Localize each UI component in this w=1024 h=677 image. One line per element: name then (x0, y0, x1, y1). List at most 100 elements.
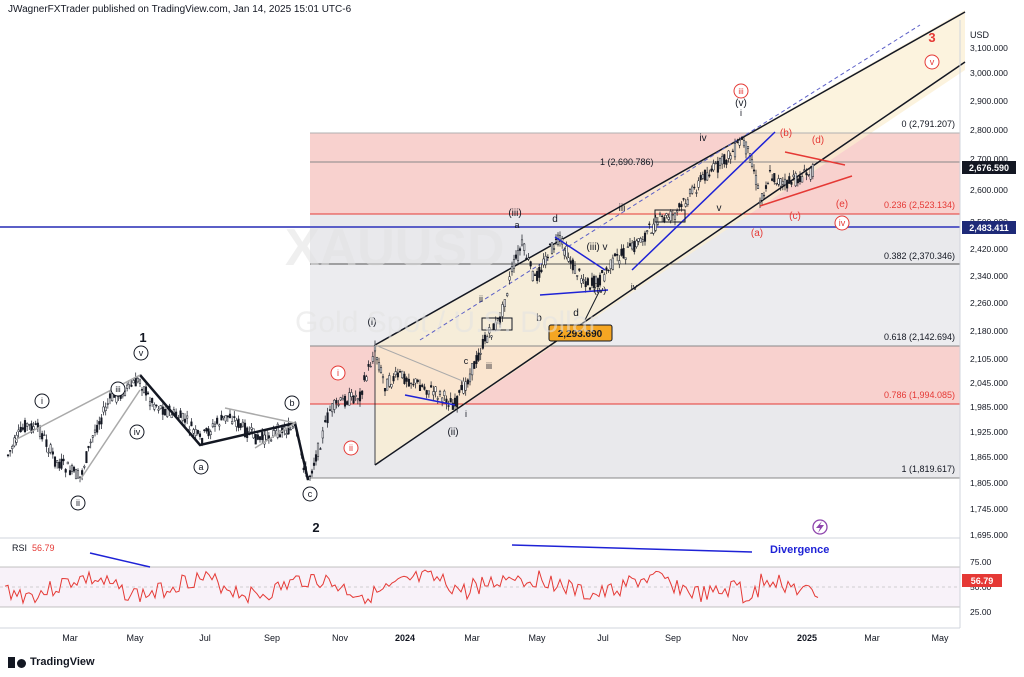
lightning-icon[interactable] (812, 519, 828, 535)
candle-body (633, 241, 636, 253)
candle-body (438, 390, 442, 395)
candle-body (222, 416, 225, 419)
wave-label: d (552, 214, 558, 225)
candle-body (414, 378, 417, 384)
candle-body (628, 243, 632, 247)
candle-body (250, 427, 253, 430)
candle-body (220, 414, 223, 421)
candle-body (460, 385, 463, 391)
candle-body (163, 409, 167, 416)
candle-body (392, 376, 395, 382)
candle-body (481, 339, 484, 349)
candle-body (641, 239, 644, 243)
candle-body (809, 168, 812, 180)
candle-body (142, 386, 146, 393)
price-tick-label: 1,985.000 (970, 402, 1008, 412)
candle-body (196, 430, 199, 434)
candle-body (729, 155, 732, 160)
svg-text:2,293.690: 2,293.690 (558, 329, 603, 340)
candle-body (331, 403, 334, 413)
candle-body (601, 269, 604, 274)
time-tick-label: Nov (332, 633, 349, 643)
candle-body (565, 245, 568, 258)
candle-body (573, 265, 577, 274)
candle-body (205, 427, 208, 432)
candle-body (762, 194, 766, 197)
time-tick-label: 2025 (797, 633, 817, 643)
candle-body (418, 384, 422, 391)
candle-body (319, 448, 322, 450)
candle-body (738, 139, 741, 146)
candle-body (136, 378, 139, 383)
candle-body (9, 450, 12, 452)
channel-midline (419, 24, 921, 341)
wave-label: b (536, 313, 542, 324)
candle-body (654, 217, 657, 231)
candle-body (111, 393, 114, 402)
candle-body (56, 460, 59, 463)
candle-body (235, 419, 238, 427)
price-tick-label: 1,865.000 (970, 452, 1008, 462)
wave-label: 3 (928, 30, 935, 45)
candle-body (394, 371, 397, 376)
candle-body (19, 426, 22, 432)
candle-body (471, 363, 474, 376)
fib-label-0382: 0.382 (2,370.346) (884, 251, 955, 261)
wave-label: iv (699, 133, 706, 144)
candle-body (742, 140, 746, 147)
candle-body (85, 451, 88, 464)
candle-body (768, 170, 772, 172)
candle-body (47, 451, 50, 454)
candle-body (183, 418, 187, 423)
candle-body (807, 174, 810, 176)
candle-body (115, 395, 118, 403)
candle-body (544, 255, 547, 266)
candle-body (126, 384, 129, 389)
candle-body (144, 386, 148, 396)
candle-body (746, 146, 750, 149)
candle-body (312, 462, 316, 466)
candle-body (449, 398, 452, 403)
wave-label: v (139, 348, 144, 358)
candle-body (667, 216, 670, 220)
candle-body (102, 406, 105, 413)
candle-body (181, 413, 184, 421)
wave-label-circle (733, 83, 749, 99)
wave-label: (v) (735, 98, 747, 109)
wave-label: i (465, 409, 467, 419)
time-axis[interactable]: Mar May Jul Sep Nov 2024 Mar May Jul Sep Nov 2025 Ma… (0, 627, 960, 643)
time-tick-label: Nov (732, 633, 749, 643)
candle-body (274, 428, 277, 431)
candle-body (11, 446, 14, 450)
candle-body (540, 269, 543, 273)
candle-body (91, 435, 94, 438)
time-tick-label: Jul (199, 633, 211, 643)
candle-body (211, 423, 214, 427)
candle-body (552, 248, 556, 250)
publisher-header: JWagnerFXTrader published on TradingView… (8, 4, 352, 15)
candle-body (146, 392, 150, 395)
candle-body (324, 420, 327, 423)
fib-label-1-upper: 1 (2,690.786) (600, 157, 654, 167)
candle-body (533, 274, 537, 276)
candle-body (510, 266, 514, 273)
price-tick-label: 2,340.000 (970, 271, 1008, 281)
rsi-label: RSI (12, 543, 27, 553)
wave-label: b (289, 398, 294, 408)
candle-body (216, 417, 219, 424)
candle-body (254, 434, 257, 445)
candle-body (447, 405, 450, 407)
candle-body (676, 210, 679, 213)
price-tick-label: 1,695.000 (970, 530, 1008, 540)
candle-body (314, 454, 318, 462)
candle-body (658, 213, 662, 215)
price-axis[interactable]: USD 3,100.000 3,000.000 2,900.000 2,800.000… (959, 20, 1008, 628)
candle-body (427, 390, 430, 395)
wave-annotations: 123(i)(ii)(iii)(iv)(v)iiiiiiivvabcd(iii)… (34, 30, 940, 535)
wave-label-circle (924, 54, 940, 70)
candle-body (377, 362, 381, 371)
candle-body (358, 391, 362, 402)
candle-body (224, 415, 227, 422)
candle-body (89, 441, 92, 444)
